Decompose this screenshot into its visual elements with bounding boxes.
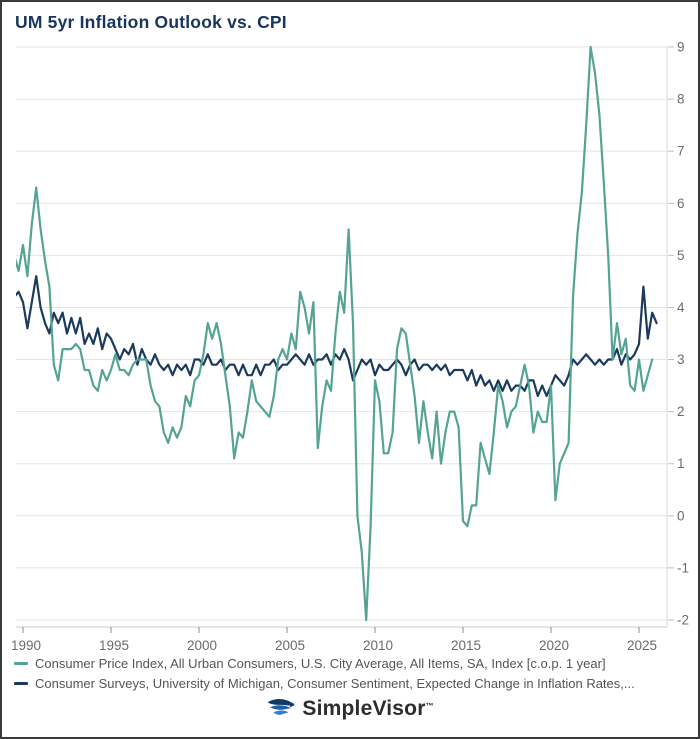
chart-plot: 9 8 7 6 5 4 3 2 1 0 -1 -2 1990 1995 2000 2005 2010 2015 20… (11, 40, 689, 654)
x-axis-label: 2010 (363, 638, 393, 653)
x-axis-label: 1990 (11, 638, 41, 653)
brand-footer: SimpleVisor™ (2, 696, 698, 722)
chart-legend: Consumer Price Index, All Urban Consumer… (14, 653, 698, 693)
y-axis-label: -1 (677, 560, 689, 575)
y-axis-label: 1 (677, 456, 685, 471)
brand-trademark: ™ (425, 701, 434, 711)
x-axis-label: 2005 (275, 638, 305, 653)
x-axis-label: 2000 (187, 638, 217, 653)
legend-label-um: Consumer Surveys, University of Michigan… (35, 675, 635, 691)
x-axis-label: 2015 (451, 638, 481, 653)
page-title: UM 5yr Inflation Outlook vs. CPI (15, 12, 287, 32)
x-axis-label: 1995 (99, 638, 129, 653)
legend-swatch-cpi (14, 661, 28, 665)
y-axis-label: 7 (677, 144, 685, 159)
x-axis-label: 2020 (539, 638, 569, 653)
legend-item-cpi: Consumer Price Index, All Urban Consumer… (14, 653, 698, 673)
y-axis-label: 4 (677, 300, 685, 315)
legend-swatch-um (14, 681, 28, 685)
x-axis-label: 2025 (627, 638, 657, 653)
falcon-icon (268, 698, 296, 715)
y-axis-label: 8 (677, 92, 685, 107)
legend-label-cpi: Consumer Price Index, All Urban Consumer… (35, 655, 606, 671)
legend-item-um: Consumer Surveys, University of Michigan… (14, 673, 698, 693)
y-axis-label: 3 (677, 352, 685, 367)
brand-name: SimpleVisor (302, 697, 426, 720)
y-axis-label: 0 (677, 508, 685, 523)
cpi-line (16, 45, 654, 622)
y-axis-label: 5 (677, 248, 685, 263)
y-axis-label: 9 (677, 40, 685, 55)
y-axis-label: 6 (677, 196, 685, 211)
y-axis-label: -2 (677, 612, 689, 627)
y-axis-label: 2 (677, 404, 685, 419)
